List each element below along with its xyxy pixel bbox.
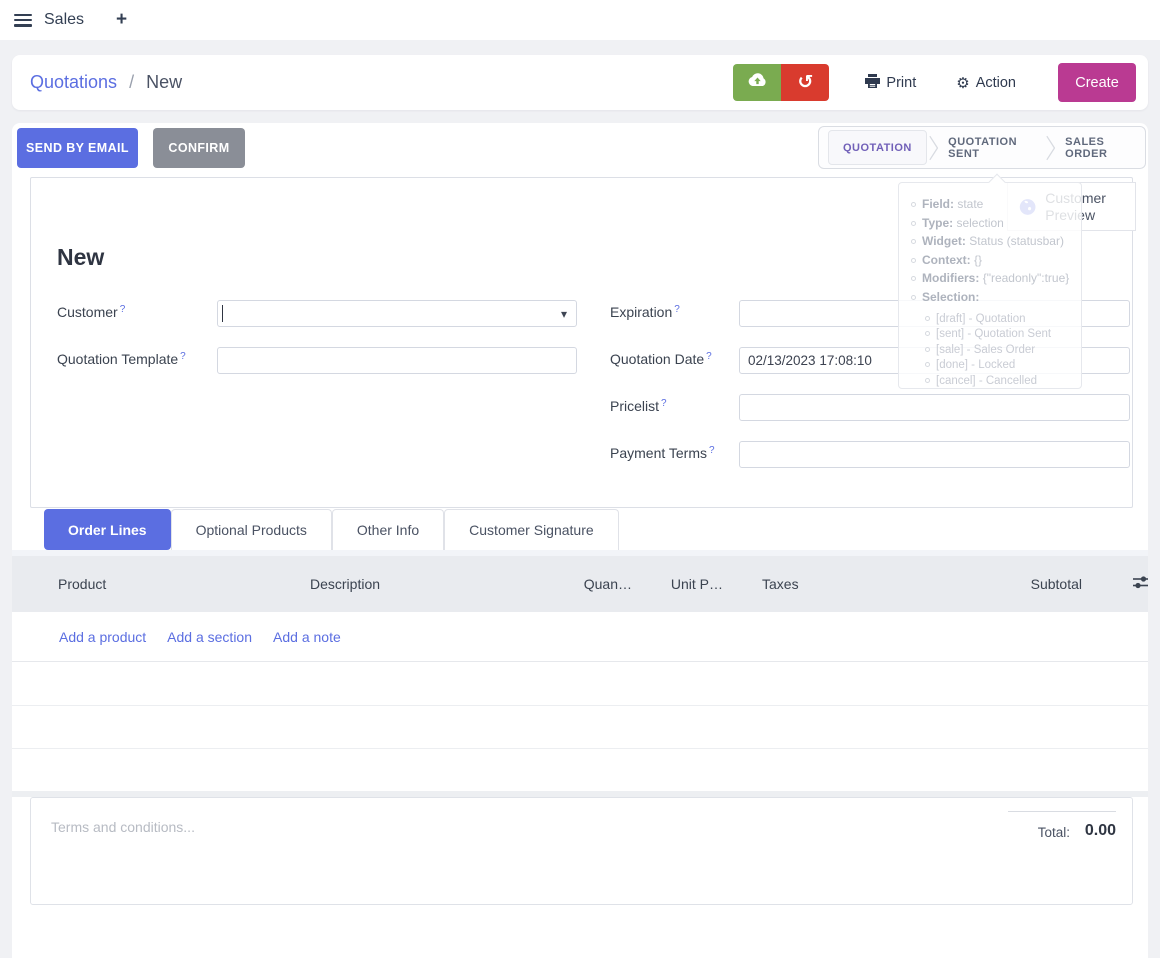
pricelist-input[interactable]: [739, 394, 1130, 421]
form-sheet: New Customer? ▾ Quotation Template? Expi…: [30, 177, 1133, 508]
customer-label: Customer?: [57, 304, 126, 320]
help-question-mark: ?: [180, 351, 186, 362]
text-cursor: [222, 305, 223, 322]
help-question-mark: ?: [709, 445, 715, 456]
optional-columns-icon[interactable]: [1132, 574, 1149, 594]
add-a-note-link[interactable]: Add a note: [273, 628, 341, 645]
terms-and-conditions-input[interactable]: Terms and conditions...: [51, 819, 195, 835]
add-a-product-link[interactable]: Add a product: [59, 628, 147, 645]
tab-other-info[interactable]: Other Info: [331, 509, 445, 550]
print-label: Print: [886, 74, 917, 91]
notebook-tabs: Order Lines Optional Products Other Info…: [44, 509, 619, 550]
form-view-panel: SEND BY EMAIL CONFIRM QUOTATION QUOTATIO…: [12, 123, 1148, 958]
tab-customer-signature[interactable]: Customer Signature: [444, 509, 619, 550]
column-description[interactable]: Description: [310, 576, 381, 592]
record-title: New: [57, 244, 105, 270]
chevron-separator-icon: [929, 135, 939, 160]
empty-table-row: [12, 749, 1148, 791]
breadcrumb-quotations-link[interactable]: Quotations: [30, 72, 118, 92]
globe-icon: [1019, 198, 1036, 215]
payment-terms-input[interactable]: [739, 441, 1130, 468]
action-menu-button[interactable]: ⚙ Action: [956, 74, 1016, 92]
customer-preview-label: Customer Preview: [1045, 190, 1106, 223]
table-top-strip: [12, 550, 1148, 556]
gear-icon: ⚙: [956, 74, 970, 92]
quotation-template-label: Quotation Template?: [57, 351, 186, 367]
breadcrumb: Quotations / New: [30, 72, 182, 93]
pricelist-label: Pricelist?: [610, 398, 667, 414]
help-question-mark: ?: [674, 304, 680, 315]
section-divider: [12, 791, 1148, 797]
confirm-button[interactable]: CONFIRM: [153, 128, 245, 168]
print-button[interactable]: Print: [865, 73, 917, 92]
quotation-date-label: Quotation Date?: [610, 351, 712, 367]
table-add-row: Add a product Add a section Add a note: [12, 612, 1148, 662]
breadcrumb-current: New: [146, 72, 183, 92]
quotation-template-input[interactable]: [217, 347, 577, 374]
help-question-mark: ?: [119, 304, 126, 315]
save-record-button[interactable]: [733, 64, 782, 101]
control-panel: Quotations / New ↺ Print ⚙ Action Create: [12, 55, 1148, 110]
column-quantity[interactable]: Quan…: [583, 576, 632, 592]
column-subtotal[interactable]: Subtotal: [1030, 576, 1082, 592]
new-tab-plus-icon[interactable]: +: [116, 9, 128, 30]
add-a-section-link[interactable]: Add a section: [167, 628, 253, 645]
payment-terms-label: Payment Terms?: [610, 445, 715, 461]
top-nav-bar: Sales +: [0, 0, 1160, 40]
tab-order-lines[interactable]: Order Lines: [44, 509, 171, 550]
status-step-quotation[interactable]: QUOTATION: [828, 130, 927, 165]
total-label: Total:: [1037, 825, 1070, 840]
total-separator-line: [1008, 811, 1116, 812]
quotation-date-input[interactable]: [739, 347, 1130, 374]
status-step-sales-order[interactable]: SALES ORDER: [1065, 135, 1108, 160]
expiration-label: Expiration?: [610, 304, 680, 320]
status-step-quotation-sent[interactable]: QUOTATION SENT: [948, 135, 1018, 160]
order-lines-header: Product Description Quan… Unit P… Taxes …: [12, 556, 1148, 612]
undo-icon: ↺: [797, 72, 814, 93]
help-question-mark: ?: [661, 398, 667, 409]
chevron-down-icon[interactable]: ▾: [561, 307, 568, 321]
column-product[interactable]: Product: [58, 576, 107, 592]
empty-table-row: [12, 662, 1148, 706]
app-title[interactable]: Sales: [44, 11, 85, 28]
send-by-email-button[interactable]: SEND BY EMAIL: [17, 128, 138, 168]
empty-table-row: [12, 706, 1148, 749]
column-unit-price[interactable]: Unit P…: [670, 576, 723, 592]
create-button[interactable]: Create: [1058, 63, 1136, 102]
expiration-input[interactable]: [739, 300, 1130, 327]
tab-optional-products[interactable]: Optional Products: [170, 509, 332, 550]
help-question-mark: ?: [706, 351, 712, 362]
hamburger-menu-icon[interactable]: [14, 13, 32, 27]
customer-preview-toggle[interactable]: Customer Preview: [1007, 182, 1136, 231]
action-label: Action: [975, 74, 1016, 91]
terms-card: Terms and conditions... Total: 0.00: [30, 797, 1133, 905]
statusbar: QUOTATION QUOTATION SENT SALES ORDER: [818, 126, 1146, 169]
chevron-separator-icon: [1046, 135, 1056, 160]
printer-icon: [865, 73, 881, 92]
column-taxes[interactable]: Taxes: [762, 576, 799, 592]
cloud-upload-icon: [746, 72, 768, 93]
discard-changes-button[interactable]: ↺: [781, 64, 830, 101]
breadcrumb-separator: /: [129, 72, 135, 92]
customer-input[interactable]: [217, 300, 577, 327]
total-value: 0.00: [1084, 822, 1116, 839]
